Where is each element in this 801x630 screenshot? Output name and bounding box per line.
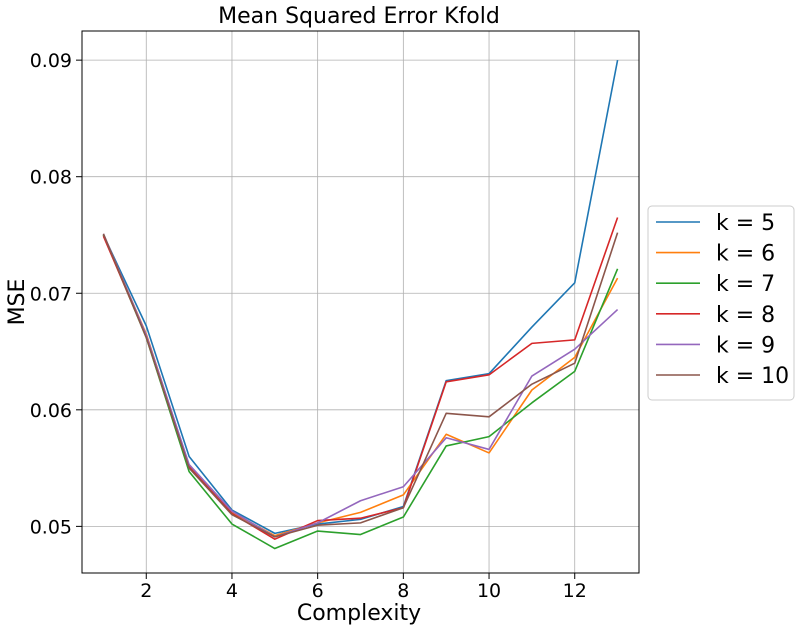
y-tick-label: 0.05	[30, 516, 72, 538]
y-tick-label: 0.09	[30, 50, 72, 72]
series-line-k-5	[102, 59, 619, 535]
series-lines	[102, 59, 619, 550]
y-tick-label: 0.08	[30, 167, 72, 189]
y-axis-title: MSE	[5, 279, 30, 326]
series-line-k-9	[102, 233, 619, 538]
x-tick-label: 10	[477, 580, 501, 602]
legend-label: k = 5	[716, 211, 775, 236]
chart-title: Mean Squared Error Kfold	[218, 4, 500, 29]
gridlines	[82, 31, 639, 573]
x-tick-label: 8	[397, 580, 409, 602]
legend-label: k = 6	[716, 242, 775, 267]
x-axis-title: Complexity	[297, 601, 421, 626]
legend-items: k = 5 k = 6 k = 7 k = 8 k = 9 k = 10	[656, 211, 789, 389]
y-tick-label: 0.06	[30, 400, 72, 422]
legend-label: k = 9	[716, 333, 775, 358]
series-line-k-10	[102, 232, 619, 538]
x-tick-label: 4	[226, 580, 238, 602]
legend-box	[647, 205, 795, 401]
plot-area-frame	[81, 30, 640, 574]
y-tick-label: 0.07	[30, 283, 72, 305]
legend-label: k = 8	[716, 303, 775, 328]
x-tick-label: 12	[563, 580, 587, 602]
x-tick-label: 6	[312, 580, 324, 602]
legend: k = 5 k = 6 k = 7 k = 8 k = 9 k = 10	[647, 205, 795, 401]
legend-label: k = 10	[716, 364, 789, 389]
series-line-k-7	[102, 234, 619, 550]
legend-label: k = 7	[716, 272, 775, 297]
x-tick-label: 2	[140, 580, 152, 602]
axis-ticks: 2 4 6 8 10 12 0.05 0.06 0.07 0.08 0.09	[30, 50, 587, 602]
